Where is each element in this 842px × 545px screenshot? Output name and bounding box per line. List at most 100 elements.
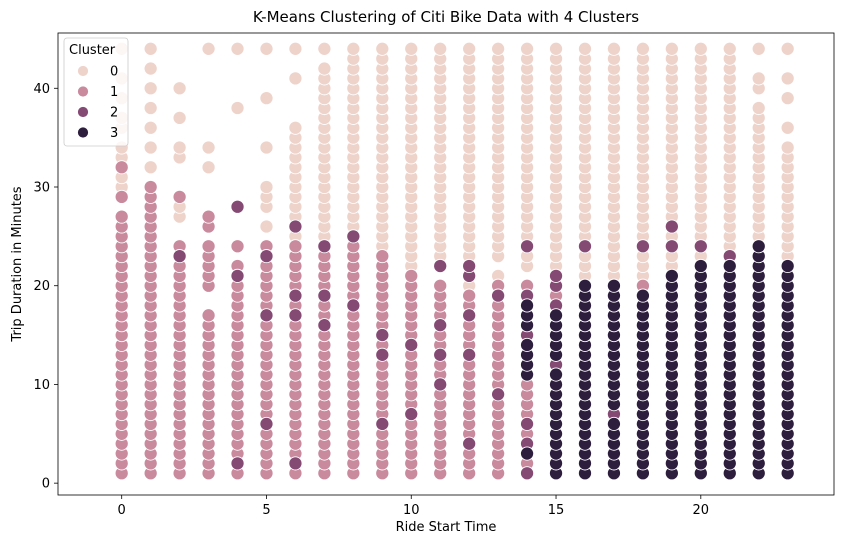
data-point [317, 61, 332, 76]
data-point [172, 81, 187, 96]
data-point [751, 239, 766, 254]
data-point [143, 179, 158, 195]
data-point [288, 41, 303, 56]
data-point [230, 239, 245, 254]
data-point [635, 41, 650, 56]
data-point [404, 337, 419, 353]
data-point [143, 81, 158, 96]
data-point [577, 239, 593, 254]
x-axis-label: Ride Start Time [396, 520, 497, 535]
data-point [520, 239, 535, 254]
x-tick-label: 15 [548, 503, 565, 518]
data-point [404, 268, 419, 283]
data-point [433, 377, 448, 392]
data-point [548, 268, 564, 283]
legend-items: 0 1 2 3 [77, 65, 118, 141]
data-point [317, 288, 332, 303]
data-point [404, 406, 419, 422]
data-point [462, 41, 477, 56]
data-point [664, 268, 679, 283]
x-tick-label: 10 [403, 503, 420, 518]
data-point [780, 140, 795, 155]
y-axis-ticks: 0 10 20 30 40 [33, 82, 58, 492]
series-1 [114, 160, 795, 481]
data-point [780, 41, 795, 56]
legend-marker-1 [77, 85, 89, 98]
data-point [722, 41, 737, 56]
data-point [317, 239, 332, 254]
data-point [491, 288, 506, 303]
data-point [114, 189, 129, 204]
data-point [780, 91, 795, 106]
data-point [259, 219, 274, 234]
legend-marker-2 [77, 106, 89, 118]
data-point [288, 288, 303, 303]
data-point [548, 367, 564, 382]
data-point [317, 318, 332, 333]
data-point [201, 239, 216, 254]
legend-label-0: 0 [110, 65, 118, 80]
data-point [462, 308, 477, 323]
data-point [664, 41, 679, 56]
data-point [780, 120, 795, 135]
data-point [143, 100, 158, 116]
chart-title: K-Means Clustering of Citi Bike Data wit… [253, 8, 639, 26]
data-point [114, 160, 129, 175]
data-point [288, 71, 303, 86]
legend-label-3: 3 [110, 126, 118, 141]
plot-frame [57, 32, 835, 496]
y-tick-label: 0 [42, 477, 50, 492]
data-point [172, 189, 187, 204]
data-point [606, 278, 621, 293]
data-point [172, 110, 187, 125]
data-point [462, 347, 477, 362]
data-point [780, 71, 795, 86]
data-point [635, 288, 650, 303]
data-point [288, 120, 303, 135]
data-point [780, 258, 795, 274]
data-point [693, 41, 708, 56]
data-point [577, 278, 593, 293]
data-point [230, 199, 245, 214]
data-point [606, 41, 621, 56]
data-point [143, 41, 158, 56]
data-point [288, 308, 303, 323]
data-point [462, 436, 477, 451]
data-point [288, 239, 303, 254]
x-tick-label: 0 [118, 503, 126, 518]
data-point [346, 298, 361, 313]
data-point [722, 258, 737, 274]
data-point [143, 140, 158, 155]
data-point [172, 140, 187, 155]
x-tick-label: 5 [262, 503, 270, 518]
x-axis-ticks: 0 5 10 15 20 [118, 495, 709, 518]
data-point [259, 249, 274, 264]
data-point [433, 347, 448, 362]
data-point [693, 258, 708, 274]
data-point [693, 239, 708, 254]
legend: Cluster 0 1 2 3 [63, 37, 129, 147]
data-point [462, 288, 477, 303]
data-point [520, 337, 535, 353]
data-point [201, 308, 216, 323]
legend-marker-3 [77, 126, 89, 139]
data-point [230, 268, 245, 283]
data-point [433, 278, 448, 293]
data-point [491, 41, 506, 56]
data-point [751, 41, 766, 56]
data-point [172, 249, 187, 264]
data-point [201, 160, 216, 175]
legend-title: Cluster [69, 43, 116, 58]
data-point [520, 298, 535, 313]
data-point [520, 416, 535, 431]
data-point [259, 416, 274, 431]
data-point [635, 239, 650, 254]
series-3 [520, 239, 795, 481]
data-point [143, 120, 158, 135]
data-point [462, 258, 477, 274]
y-axis-label: Trip Duration in Minutes [10, 186, 25, 342]
y-tick-label: 40 [33, 82, 50, 97]
data-point [520, 466, 535, 481]
data-point [288, 456, 303, 471]
